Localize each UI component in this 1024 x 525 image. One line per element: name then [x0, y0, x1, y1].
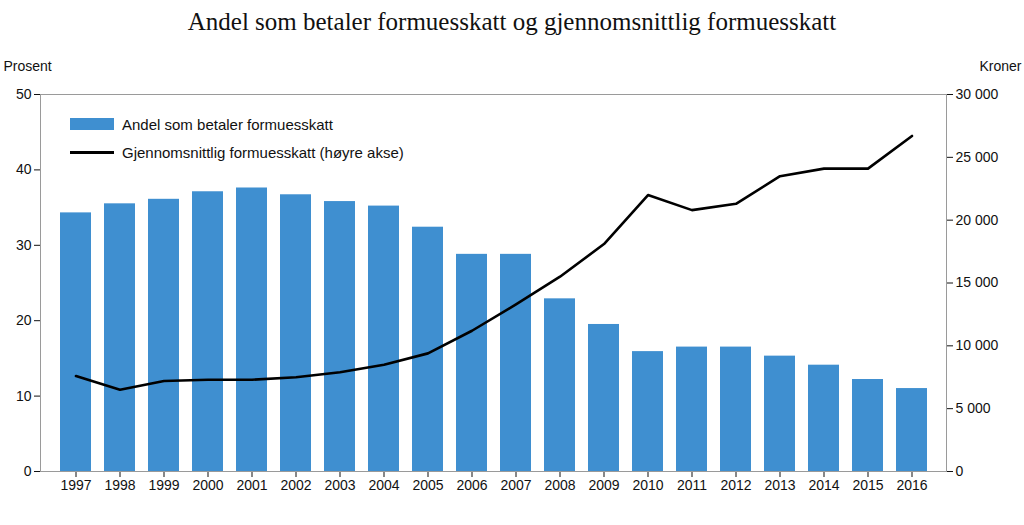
svg-text:15 000: 15 000 — [956, 274, 999, 290]
svg-text:2003: 2003 — [324, 477, 355, 493]
svg-text:2011: 2011 — [677, 477, 707, 493]
svg-text:0: 0 — [24, 463, 32, 479]
svg-text:10: 10 — [16, 388, 32, 404]
svg-text:2009: 2009 — [588, 477, 619, 493]
html-text:Andel som betaler formuesskatt: Andel som betaler formuesskatt — [122, 115, 333, 133]
svg-text:2006: 2006 — [456, 477, 487, 493]
svg-text:2010: 2010 — [632, 477, 663, 493]
svg-text:30 000: 30 000 — [956, 86, 999, 102]
svg-text:30: 30 — [16, 237, 32, 253]
svg-text:1999: 1999 — [148, 477, 179, 493]
svg-text:10 000: 10 000 — [956, 337, 999, 353]
svg-text:2014: 2014 — [808, 477, 839, 493]
svg-text:1998: 1998 — [104, 477, 135, 493]
svg-text:2002: 2002 — [280, 477, 311, 493]
svg-text:40: 40 — [16, 161, 32, 177]
svg-text:20: 20 — [16, 312, 32, 328]
svg-text:2016: 2016 — [896, 477, 927, 493]
svg-text:0: 0 — [956, 463, 964, 479]
svg-text:2013: 2013 — [764, 477, 795, 493]
svg-text:2000: 2000 — [192, 477, 223, 493]
html-text:Gjennomsnittlig formuesskatt (: Gjennomsnittlig formuesskatt (høyre akse… — [122, 143, 404, 161]
svg-text:2005: 2005 — [412, 477, 443, 493]
svg-text:2001: 2001 — [236, 477, 267, 493]
svg-text:Kroner: Kroner — [979, 58, 1021, 74]
svg-text:2004: 2004 — [368, 477, 399, 493]
svg-text:2008: 2008 — [544, 477, 575, 493]
svg-text:2015: 2015 — [852, 477, 883, 493]
svg-text:50: 50 — [16, 86, 32, 102]
svg-text:2007: 2007 — [500, 477, 531, 493]
svg-text:Prosent: Prosent — [4, 58, 52, 74]
svg-text:25 000: 25 000 — [956, 149, 999, 165]
svg-text:1997: 1997 — [60, 477, 91, 493]
svg-text:20 000: 20 000 — [956, 212, 999, 228]
svg-text:2012: 2012 — [720, 477, 751, 493]
html-text:Andel som betaler formuesskatt: Andel som betaler formuesskatt og gjenno… — [187, 8, 837, 35]
svg-text:5 000: 5 000 — [956, 400, 991, 416]
